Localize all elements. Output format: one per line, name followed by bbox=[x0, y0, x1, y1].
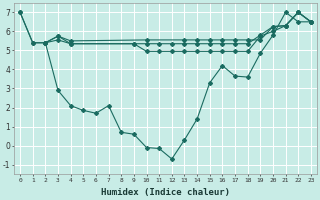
X-axis label: Humidex (Indice chaleur): Humidex (Indice chaleur) bbox=[101, 188, 230, 197]
